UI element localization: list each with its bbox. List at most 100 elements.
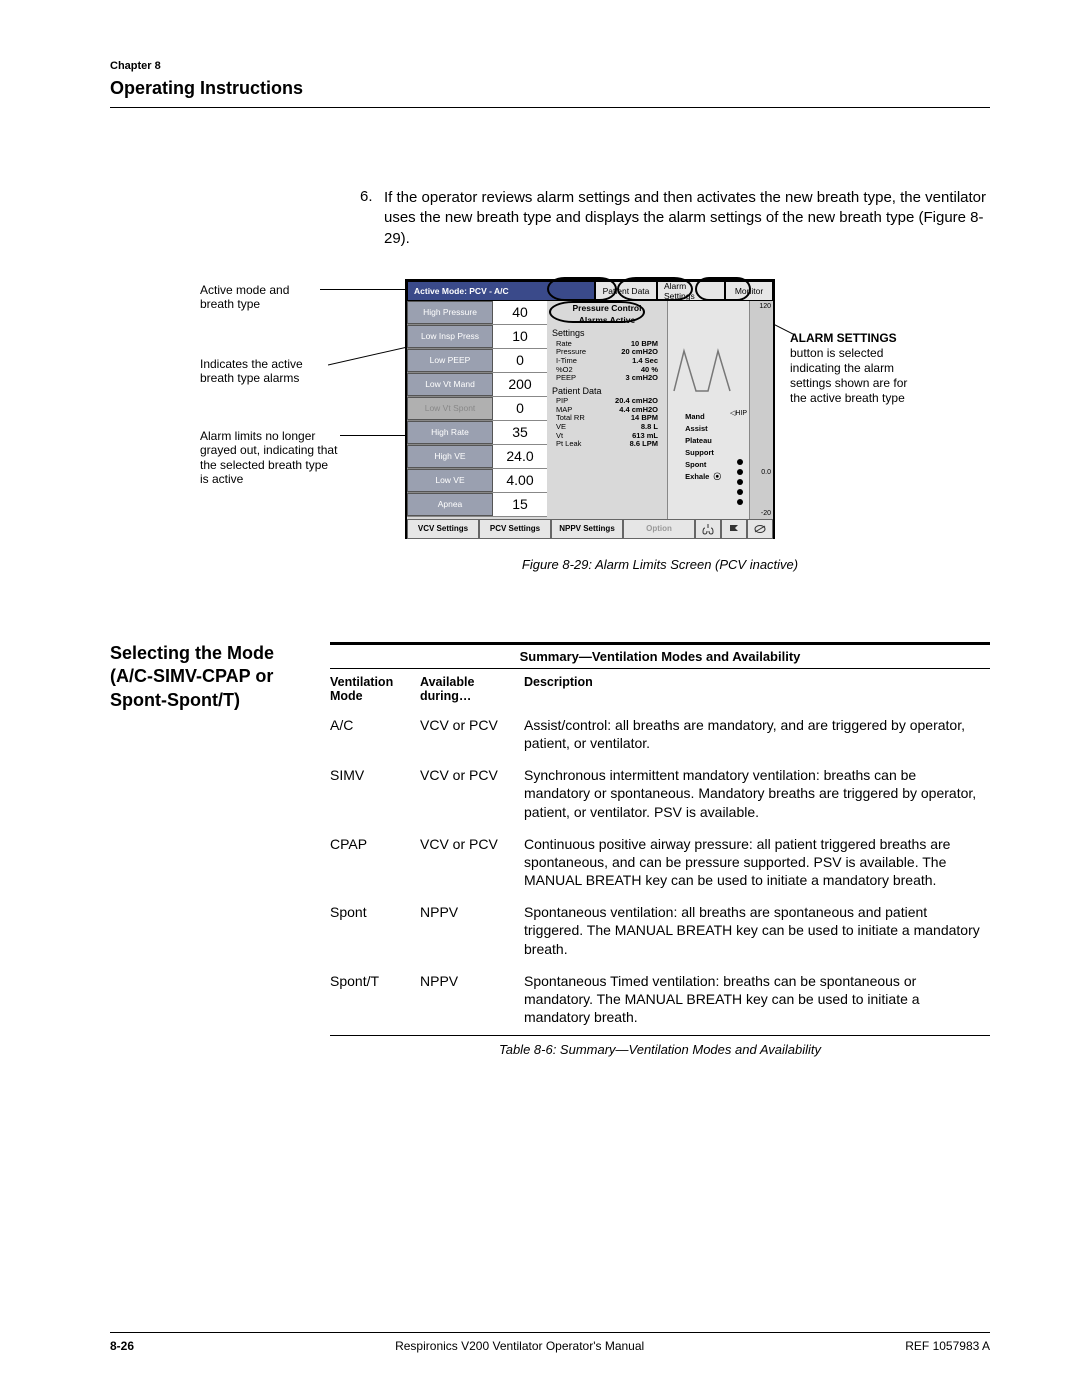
table-caption: Table 8-6: Summary—Ventilation Modes and… <box>330 1042 990 1057</box>
instruction-number: 6. <box>360 188 384 249</box>
cell-desc: Assist/control: all breaths are mandator… <box>524 709 990 759</box>
cell-avail: VCV or PCV <box>420 759 524 828</box>
alarm-row[interactable]: Low Vt Spont0 <box>407 397 547 421</box>
alarm-label: Low Vt Spont <box>407 397 493 420</box>
alarm-row[interactable]: High VE24.0 <box>407 445 547 469</box>
setting-unit: cmH2O <box>632 373 658 382</box>
tab-pcv-settings[interactable]: PCV Settings <box>479 519 551 539</box>
alarm-value: 4.00 <box>493 469 547 492</box>
cell-avail: NPPV <box>420 896 524 965</box>
patient-key: Pt Leak <box>556 440 581 449</box>
patient-val: 8.6 <box>630 439 640 448</box>
alarm-value: 24.0 <box>493 445 547 468</box>
cell-desc: Spontaneous ventilation: all breaths are… <box>524 896 990 965</box>
cell-avail: VCV or PCV <box>420 709 524 759</box>
alarm-value: 35 <box>493 421 547 444</box>
tab-alarm-settings[interactable]: Alarm Settings <box>657 281 725 301</box>
table-end-rule <box>330 1035 990 1036</box>
main-row: High Pressure40 Low Insp Press10 Low PEE… <box>407 301 773 519</box>
tab-monitor[interactable]: Monitor <box>725 281 773 301</box>
waveform-icon <box>672 341 742 401</box>
table-row: Spont/TNPPVSpontaneous Timed ventilation… <box>330 965 990 1034</box>
tabs-bottom: VCV Settings PCV Settings NPPV Settings … <box>407 519 773 539</box>
right-column: ◁HIP Mand Assist Plateau Support Spont E… <box>667 301 773 519</box>
setting-val: 20 <box>621 347 629 356</box>
breath-label: Assist <box>685 423 721 435</box>
alarm-row[interactable]: Low VE4.00 <box>407 469 547 493</box>
lungs-icon[interactable] <box>695 519 721 539</box>
cell-avail: NPPV <box>420 965 524 1034</box>
title-rule <box>110 107 990 108</box>
patient-row: Pt Leak 8.6 LPM <box>552 440 662 449</box>
callout-active-mode: Active mode and breath type <box>200 283 320 312</box>
footer-right: REF 1057983 A <box>905 1339 990 1353</box>
hip-label: ◁HIP <box>730 409 747 417</box>
settings-title: Settings <box>552 328 662 338</box>
table-row: SpontNPPVSpontaneous ventilation: all br… <box>330 896 990 965</box>
alarm-row[interactable]: Low Vt Mand200 <box>407 373 547 397</box>
scale-mid: 0.0 <box>761 469 771 476</box>
breath-label: Mand <box>685 411 721 423</box>
cell-desc: Spontaneous Timed ventilation: breaths c… <box>524 965 990 1034</box>
col-header-desc: Description <box>524 669 990 709</box>
table-row: CPAPVCV or PCVContinuous positive airway… <box>330 828 990 897</box>
footer-center: Respironics V200 Ventilator Operator's M… <box>395 1339 644 1353</box>
col-header-avail: Available during… <box>420 669 524 709</box>
callout-line <box>320 289 410 290</box>
mid-header2: Alarms Active <box>552 316 662 326</box>
figure-area: Active mode and breath type Indicates th… <box>270 279 990 572</box>
callout-bold: ALARM SETTINGS <box>790 331 897 345</box>
alarm-column: High Pressure40 Low Insp Press10 Low PEE… <box>407 301 547 519</box>
callout-rest: button is selected indicating the alarm … <box>790 346 907 405</box>
cell-mode: A/C <box>330 709 420 759</box>
alarm-label: Low Insp Press <box>407 325 493 348</box>
alarm-value: 0 <box>493 349 547 372</box>
ventilator-screen: Active Mode: PCV - A/C Patient Data Alar… <box>405 279 775 539</box>
alarm-row[interactable]: High Rate35 <box>407 421 547 445</box>
tab-patient-data[interactable]: Patient Data <box>595 281 657 301</box>
tool-icon[interactable] <box>747 519 773 539</box>
ventilation-modes-table: Ventilation Mode Available during… Descr… <box>330 669 990 1034</box>
figure-caption: Figure 8-29: Alarm Limits Screen (PCV in… <box>330 557 990 572</box>
flag-icon[interactable] <box>721 519 747 539</box>
alarm-row[interactable]: Apnea15 <box>407 493 547 517</box>
page-footer: 8-26 Respironics V200 Ventilator Operato… <box>110 1332 990 1353</box>
instruction-item: 6. If the operator reviews alarm setting… <box>360 188 990 249</box>
scale-bot: -20 <box>761 510 771 517</box>
tab-vcv-settings[interactable]: VCV Settings <box>407 519 479 539</box>
col-header-mode: Ventilation Mode <box>330 669 420 709</box>
alarm-value: 0 <box>493 397 547 420</box>
alarm-label: Low PEEP <box>407 349 493 372</box>
alarm-value: 10 <box>493 325 547 348</box>
tab-option[interactable]: Option <box>623 519 695 539</box>
alarm-row[interactable]: High Pressure40 <box>407 301 547 325</box>
setting-val: 3 <box>625 373 629 382</box>
alarm-row[interactable]: Low Insp Press10 <box>407 325 547 349</box>
tabs-top: Active Mode: PCV - A/C Patient Data Alar… <box>407 281 773 301</box>
patient-unit: LPM <box>642 439 658 448</box>
mid-header1: Pressure Control <box>552 304 662 314</box>
breath-label: Spont <box>685 459 721 471</box>
alarm-label: High Rate <box>407 421 493 444</box>
alarm-value: 200 <box>493 373 547 396</box>
cell-mode: CPAP <box>330 828 420 897</box>
table-wrap: Summary—Ventilation Modes and Availabili… <box>330 642 990 1058</box>
alarm-value: 40 <box>493 301 547 324</box>
waveform-area: ◁HIP Mand Assist Plateau Support Spont E… <box>667 301 749 519</box>
breath-label: Plateau <box>685 435 721 447</box>
breath-label: Exhale ⦿ <box>685 471 721 483</box>
alarm-value: 15 <box>493 493 547 516</box>
setting-key: PEEP <box>556 374 576 383</box>
cell-mode: Spont <box>330 896 420 965</box>
scale-bar: 120 0.0 -20 <box>749 301 773 519</box>
setting-row: PEEP 3 cmH2O <box>552 374 662 383</box>
cell-mode: Spont/T <box>330 965 420 1034</box>
indicator-dots-icon <box>735 457 745 509</box>
patient-val: 4.4 <box>619 405 629 414</box>
alarm-row[interactable]: Low PEEP0 <box>407 349 547 373</box>
patient-data-title: Patient Data <box>552 386 662 396</box>
callout-line <box>340 435 408 436</box>
tab-active-mode[interactable]: Active Mode: PCV - A/C <box>407 281 595 301</box>
table-row: A/CVCV or PCVAssist/control: all breaths… <box>330 709 990 759</box>
tab-nppv-settings[interactable]: NPPV Settings <box>551 519 623 539</box>
